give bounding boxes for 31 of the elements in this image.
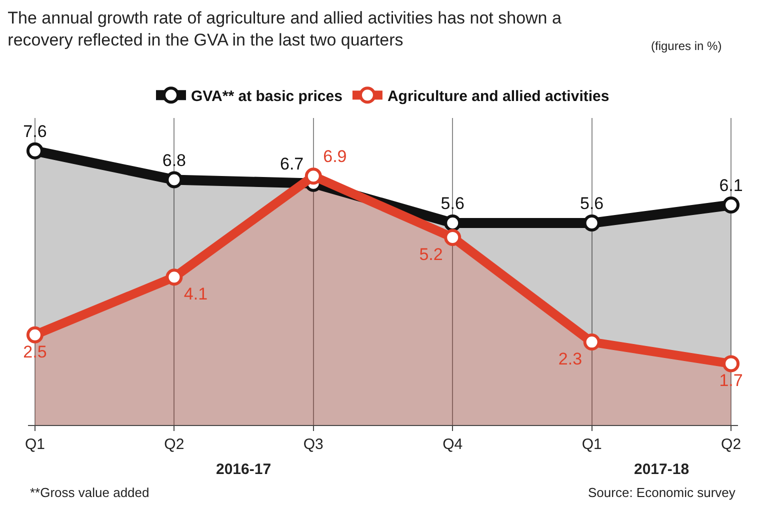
x-tick-label: Q2	[721, 436, 742, 453]
data-label: 6.9	[323, 147, 347, 166]
text: **Gross value added	[30, 485, 150, 500]
x-tick-label: Q1	[582, 436, 602, 453]
source-note: Source: Economic survey	[588, 485, 736, 500]
text: 2016-17	[216, 461, 272, 478]
data-label: 6.7	[280, 154, 304, 174]
x-tick-label: Q3	[303, 436, 324, 453]
x-tick-label: Q4	[442, 436, 463, 453]
point	[166, 268, 183, 286]
point	[444, 228, 462, 246]
data-label: 7.6	[23, 122, 47, 141]
chart-subtitle: (figures in %)	[651, 39, 722, 53]
data-label: 5.6	[580, 194, 604, 214]
x-tick-label: Q1	[24, 436, 45, 453]
data-label: 5.6	[440, 194, 464, 214]
point	[583, 334, 600, 351]
legend-label: GVA** at basic prices	[191, 88, 342, 105]
data-label: 6.1	[719, 176, 743, 195]
data-label: 2.5	[23, 342, 47, 362]
x-tick-label: Q2	[164, 436, 184, 453]
data-label: 6.8	[162, 150, 186, 170]
data-label: 2.3	[558, 350, 582, 369]
data-label: 1.7	[719, 371, 743, 390]
data-label: 4.1	[184, 284, 208, 304]
point	[722, 355, 740, 372]
data-label: 5.2	[419, 244, 443, 264]
point	[26, 326, 44, 344]
text: 2017-18	[634, 461, 690, 478]
chart-title: The annual growth rate of agriculture and allied activities has not shown a recovery reflected in the GVA in the last two quarters	[8, 8, 562, 50]
legend-label: Agriculture and allied activities	[387, 88, 610, 105]
